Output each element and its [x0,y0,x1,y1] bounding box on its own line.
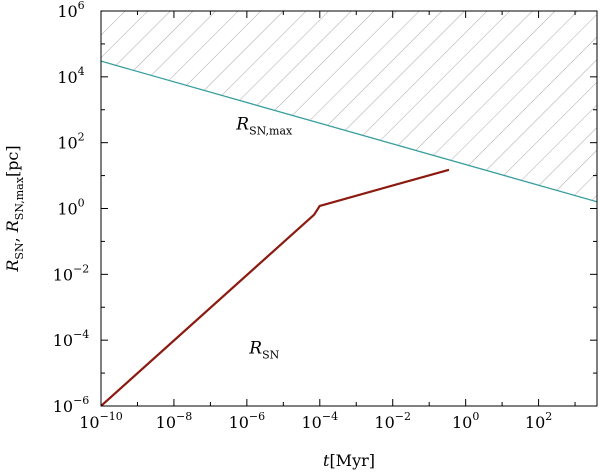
x-tick-label: 10−8 [156,410,193,432]
series-line-r-sn [101,168,450,406]
x-tick-label: 10−6 [229,410,266,432]
annotation-r-sn-max: RSN,max [235,115,293,138]
x-tick-label: 100 [452,410,479,432]
axes [100,10,598,407]
annotation-r-sn: RSN [248,338,279,361]
y-tick-label: 106 [57,0,84,21]
x-tick-label: 10−4 [302,410,339,432]
x-tick-label: 10−10 [79,410,123,432]
y-tick-label: 10−6 [53,394,90,416]
x-tick-label: 102 [525,410,552,432]
y-tick-label: 100 [57,197,84,219]
x-axis-label: t[Myr] [323,451,375,470]
y-tick-label: 102 [57,131,84,153]
y-tick-label: 10−2 [53,262,90,284]
plot-area [101,11,597,406]
hatched-region [101,11,597,202]
y-axis-label: RSN, RSN,max[pc] [3,145,26,272]
y-tick-label: 10−4 [53,328,90,350]
labels: 10−10 10−8 10−6 10−4 10−2 100 102 10−6 10−4 10−2 1… [3,0,552,470]
x-tick-label: 10−2 [374,410,411,432]
series-line-r-sn-max [101,60,597,203]
y-tick-label: 104 [57,65,84,87]
